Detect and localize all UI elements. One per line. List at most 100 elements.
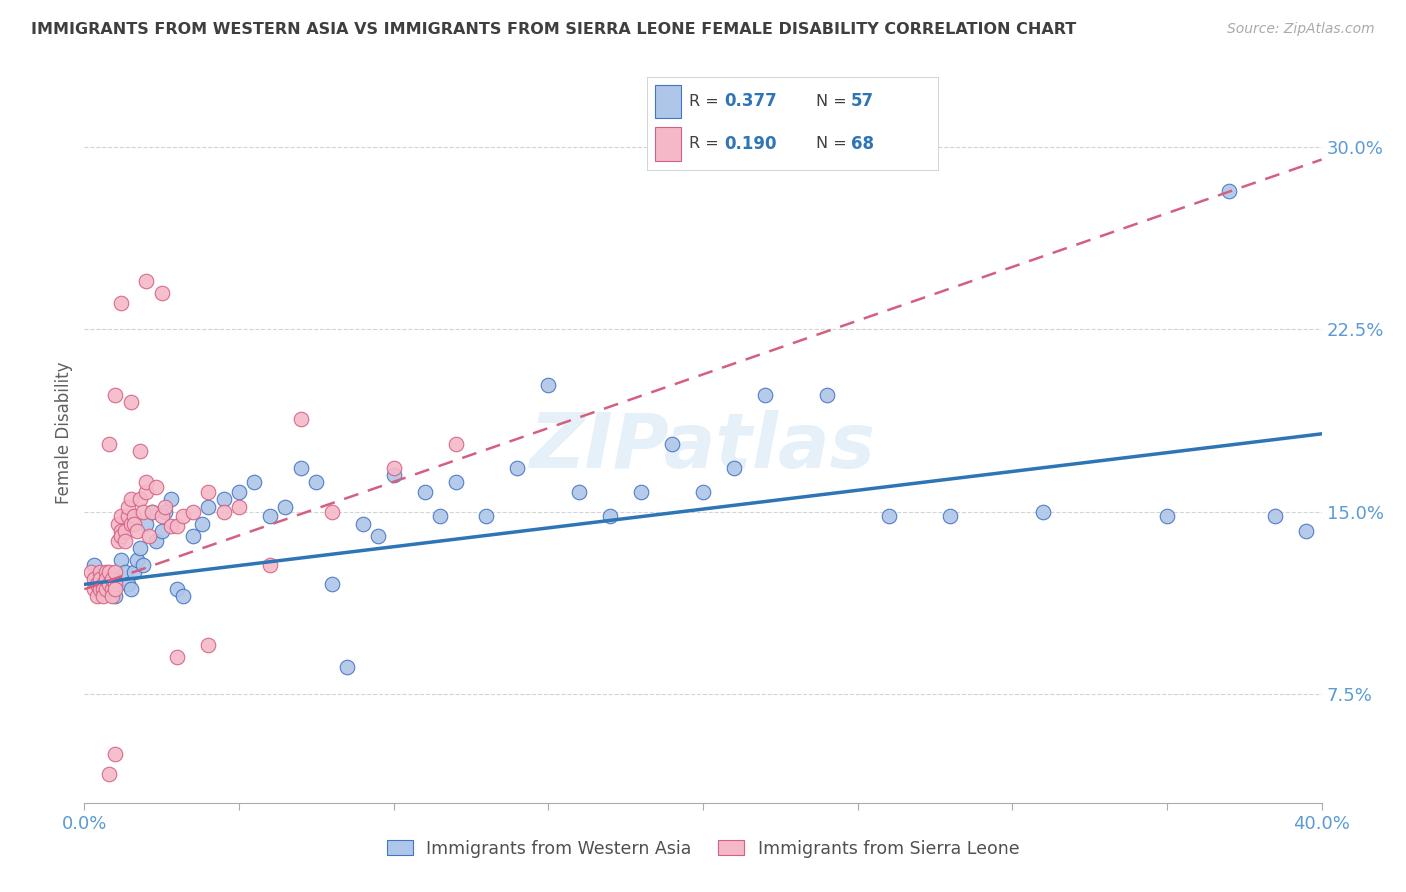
Point	[141, 504, 163, 518]
Point	[129, 443, 152, 458]
Point	[1156, 509, 1178, 524]
Point	[1264, 509, 1286, 524]
Point	[367, 529, 389, 543]
Point	[305, 475, 328, 490]
Point	[114, 533, 136, 548]
Point	[94, 573, 117, 587]
Point	[138, 529, 160, 543]
Point	[94, 582, 117, 597]
Point	[145, 533, 167, 548]
Point	[877, 509, 900, 524]
Point	[114, 565, 136, 579]
Point	[153, 500, 176, 514]
Point	[160, 519, 183, 533]
Point	[537, 378, 560, 392]
Legend: Immigrants from Western Asia, Immigrants from Sierra Leone: Immigrants from Western Asia, Immigrants…	[380, 832, 1026, 864]
Point	[104, 582, 127, 597]
Point	[101, 590, 124, 604]
Point	[197, 500, 219, 514]
Point	[110, 295, 132, 310]
Point	[321, 577, 343, 591]
Point	[181, 529, 204, 543]
Point	[197, 485, 219, 500]
Point	[117, 577, 139, 591]
Point	[101, 573, 124, 587]
Point	[172, 590, 194, 604]
Point	[120, 492, 142, 507]
Point	[94, 582, 117, 597]
Point	[125, 553, 148, 567]
Point	[197, 638, 219, 652]
Point	[94, 565, 117, 579]
Point	[1032, 504, 1054, 518]
Point	[259, 558, 281, 572]
Point	[181, 504, 204, 518]
Point	[228, 485, 250, 500]
Point	[122, 516, 145, 531]
Point	[110, 524, 132, 538]
Point	[429, 509, 451, 524]
Point	[89, 565, 111, 579]
Point	[692, 485, 714, 500]
Point	[290, 460, 312, 475]
Point	[166, 519, 188, 533]
Point	[104, 590, 127, 604]
Point	[135, 485, 157, 500]
Point	[101, 582, 124, 597]
Point	[89, 577, 111, 591]
Text: ZIPatlas: ZIPatlas	[530, 410, 876, 484]
Point	[191, 516, 214, 531]
Point	[150, 509, 173, 524]
Point	[754, 388, 776, 402]
Point	[352, 516, 374, 531]
Point	[815, 388, 838, 402]
Point	[107, 516, 129, 531]
Point	[1295, 524, 1317, 538]
Point	[132, 558, 155, 572]
Point	[166, 650, 188, 665]
Point	[568, 485, 591, 500]
Point	[1218, 184, 1240, 198]
Point	[135, 475, 157, 490]
Point	[228, 500, 250, 514]
Point	[135, 516, 157, 531]
Point	[382, 460, 405, 475]
Point	[117, 500, 139, 514]
Point	[145, 480, 167, 494]
Point	[382, 468, 405, 483]
Point	[172, 509, 194, 524]
Point	[506, 460, 529, 475]
Point	[110, 529, 132, 543]
Point	[110, 509, 132, 524]
Text: Source: ZipAtlas.com: Source: ZipAtlas.com	[1227, 22, 1375, 37]
Point	[104, 577, 127, 591]
Point	[98, 436, 121, 450]
Point	[122, 565, 145, 579]
Point	[98, 766, 121, 780]
Point	[243, 475, 266, 490]
Point	[160, 492, 183, 507]
Point	[274, 500, 297, 514]
Point	[122, 509, 145, 524]
Point	[83, 582, 105, 597]
Point	[129, 541, 152, 555]
Point	[135, 274, 157, 288]
Y-axis label: Female Disability: Female Disability	[55, 361, 73, 504]
Point	[259, 509, 281, 524]
Point	[120, 516, 142, 531]
Point	[114, 524, 136, 538]
Point	[91, 582, 114, 597]
Point	[86, 577, 108, 591]
Point	[107, 533, 129, 548]
Point	[413, 485, 436, 500]
Point	[89, 582, 111, 597]
Point	[630, 485, 652, 500]
Point	[166, 582, 188, 597]
Point	[475, 509, 498, 524]
Point	[120, 395, 142, 409]
Point	[98, 565, 121, 579]
Point	[104, 388, 127, 402]
Point	[212, 504, 235, 518]
Point	[120, 582, 142, 597]
Point	[91, 590, 114, 604]
